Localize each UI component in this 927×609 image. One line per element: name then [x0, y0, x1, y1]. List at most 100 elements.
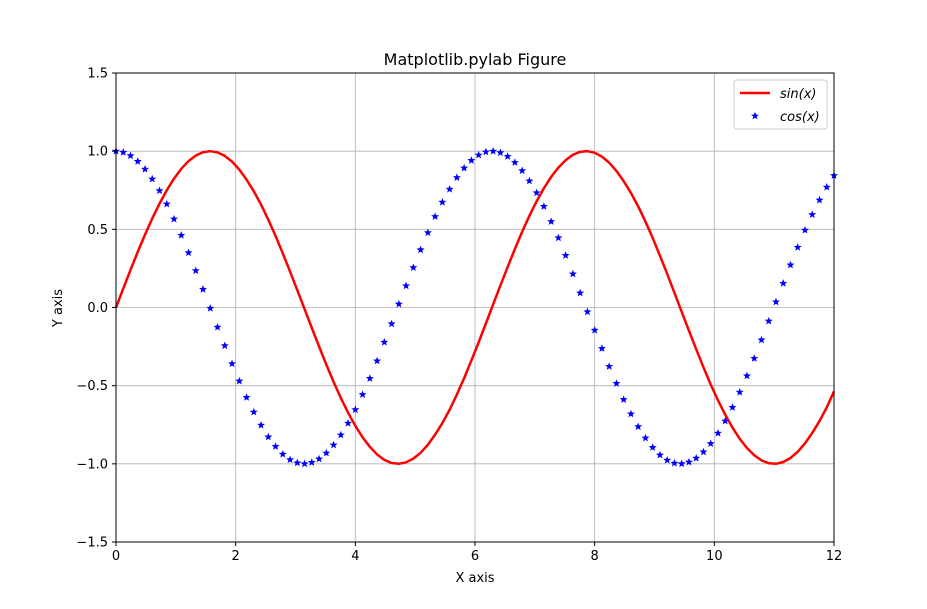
cos-point [141, 164, 149, 173]
cos-point [619, 395, 628, 403]
cos-point [373, 356, 382, 365]
cos-point [648, 443, 657, 451]
cos-point [213, 323, 222, 331]
cos-point [605, 362, 614, 370]
cos-point [525, 176, 534, 185]
cos-point [576, 288, 585, 297]
cos-point [801, 225, 809, 234]
cos-point [699, 447, 708, 456]
y-tick-label: 1.5 [87, 67, 108, 82]
cos-point [568, 269, 577, 278]
cos-point [750, 354, 759, 362]
cos-point [148, 174, 157, 183]
cos-point [264, 432, 273, 441]
cos-point [177, 231, 186, 239]
cos-point [452, 173, 461, 182]
cos-point [467, 156, 476, 164]
cos-point [249, 407, 258, 416]
cos-point [119, 148, 128, 156]
cos-point [634, 422, 643, 431]
x-tick-label: 8 [591, 549, 599, 564]
x-axis-label: X axis [455, 571, 494, 586]
x-tick-label: 4 [351, 549, 359, 564]
x-tick-label: 0 [112, 549, 120, 564]
cos-point [590, 326, 599, 334]
cos-point [431, 212, 440, 220]
cos-point [474, 150, 483, 159]
cos-point [409, 263, 418, 271]
x-tick-label: 10 [706, 549, 723, 564]
cos-point [387, 319, 396, 328]
cos-point [815, 195, 824, 204]
cos-point [721, 416, 730, 425]
cos-point [561, 251, 570, 259]
legend: sin(x) cos(x) [733, 79, 828, 130]
cos-point [162, 199, 171, 208]
cos-point [518, 166, 527, 175]
cos-point [728, 403, 737, 411]
cos-point [235, 376, 244, 385]
cos-point [808, 210, 817, 218]
cos-point [510, 158, 519, 166]
cos-point [460, 163, 469, 172]
cos-point [539, 202, 548, 210]
cos-point [278, 449, 287, 458]
cos-point [220, 341, 229, 350]
cos-point [735, 387, 744, 396]
cos-point [684, 457, 693, 466]
cos-point [786, 260, 795, 269]
x-tick-label: 6 [471, 549, 479, 564]
cos-point [779, 279, 788, 287]
cos-point [351, 405, 360, 414]
cos-point [597, 344, 606, 352]
cos-point [496, 148, 505, 157]
cos-point [706, 439, 715, 447]
y-tick-label: −0.5 [76, 379, 108, 394]
cos-point [300, 459, 309, 468]
cos-point [184, 248, 193, 257]
cos-point [170, 214, 179, 223]
cos-point [307, 458, 316, 466]
cos-point [822, 183, 831, 191]
cos-point [583, 307, 592, 316]
cos-point [365, 374, 374, 382]
cos-point [655, 450, 664, 459]
cos-point [206, 304, 215, 312]
x-tick-label: 2 [232, 549, 240, 564]
cos-point [438, 198, 447, 206]
cos-point [394, 299, 403, 308]
y-tick-label: −1.5 [76, 536, 108, 551]
cos-point [793, 243, 802, 251]
sin-series-line [114, 149, 836, 466]
cos-point [329, 440, 338, 449]
ticks: 0 2 4 6 8 10 12 −1.5 −1.0 −0.5 0.0 0.5 1.0 1.5 [76, 67, 842, 565]
cos-point [713, 428, 722, 437]
cos-point [742, 371, 751, 380]
cos-point [612, 379, 621, 387]
x-tick-label: 12 [826, 549, 843, 564]
plot-series [112, 146, 838, 468]
y-tick-label: 0.0 [87, 301, 108, 316]
cos-point [416, 245, 425, 254]
y-axis-label: Y axis [51, 289, 66, 328]
cos-point [663, 455, 672, 464]
cos-point [344, 418, 353, 427]
cos-point [133, 157, 142, 165]
cos-point [199, 285, 208, 293]
cos-point [503, 152, 512, 160]
y-tick-label: 0.5 [87, 223, 108, 238]
cos-point [554, 233, 563, 242]
y-tick-label: −1.0 [76, 457, 108, 472]
cos-point [445, 185, 454, 193]
chart-title: Matplotlib.pylab Figure [384, 50, 567, 69]
cos-point [336, 430, 345, 439]
cos-point [692, 453, 701, 462]
cos-point [191, 266, 200, 275]
cos-point [402, 281, 411, 290]
y-tick-label: 1.0 [87, 145, 108, 160]
cos-point [677, 459, 686, 468]
cos-point [293, 458, 302, 467]
cos-point [358, 390, 367, 398]
cos-point [532, 188, 541, 197]
